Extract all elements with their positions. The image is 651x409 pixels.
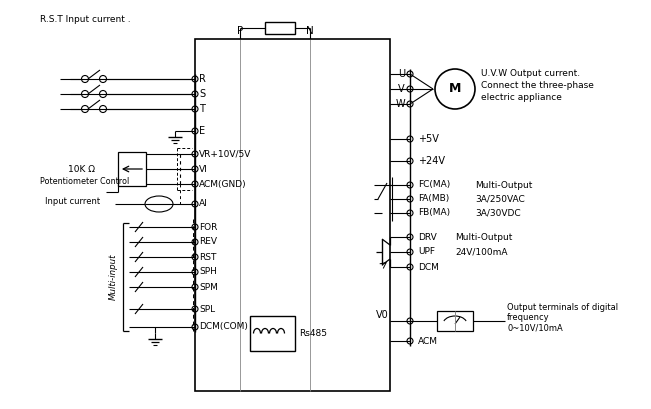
- Bar: [118, 152, 146, 186]
- Text: DCM: DCM: [418, 263, 439, 272]
- Text: +5V: +5V: [418, 134, 439, 144]
- Text: Multi-Output: Multi-Output: [455, 232, 512, 241]
- Text: 3A/250VAC: 3A/250VAC: [475, 195, 525, 204]
- Text: Connect the three-phase: Connect the three-phase: [481, 81, 594, 90]
- Text: W: W: [395, 99, 405, 109]
- Text: electric appliance: electric appliance: [481, 92, 562, 101]
- Text: FA(MB): FA(MB): [418, 195, 449, 204]
- Bar: [250, 316, 295, 351]
- Text: VI: VI: [199, 164, 208, 173]
- Text: DRV: DRV: [418, 232, 437, 241]
- Text: U.V.W Output current.: U.V.W Output current.: [481, 68, 580, 77]
- Text: AI: AI: [199, 200, 208, 209]
- Text: SPM: SPM: [199, 283, 218, 292]
- Text: DCM(COM): DCM(COM): [199, 323, 248, 332]
- Text: T: T: [199, 104, 205, 114]
- Text: V0: V0: [376, 310, 389, 320]
- Text: frequency: frequency: [507, 314, 549, 323]
- Text: 0~10V/10mA: 0~10V/10mA: [507, 324, 562, 333]
- Text: Potentiometer Control: Potentiometer Control: [40, 178, 130, 187]
- Text: SPH: SPH: [199, 267, 217, 276]
- Text: RST: RST: [199, 252, 216, 261]
- Text: V: V: [398, 84, 405, 94]
- Bar: [437, 311, 473, 331]
- Text: 10K Ω: 10K Ω: [68, 164, 95, 173]
- Text: SPL: SPL: [199, 304, 215, 314]
- Text: Input current: Input current: [45, 196, 100, 205]
- Text: REV: REV: [199, 238, 217, 247]
- Text: N: N: [306, 26, 314, 36]
- Text: R: R: [199, 74, 206, 84]
- Text: ACM(GND): ACM(GND): [199, 180, 247, 189]
- Text: UPF: UPF: [418, 247, 435, 256]
- Text: U: U: [398, 69, 405, 79]
- Text: E: E: [199, 126, 205, 136]
- Text: Multi-Output: Multi-Output: [475, 180, 533, 189]
- Text: S: S: [199, 89, 205, 99]
- Bar: [195, 39, 390, 391]
- Text: P: P: [237, 26, 243, 36]
- Text: ACM: ACM: [418, 337, 438, 346]
- Text: Multi-input: Multi-input: [109, 254, 117, 300]
- Text: FOR: FOR: [199, 222, 217, 231]
- Text: VR+10V/5V: VR+10V/5V: [199, 150, 251, 159]
- Bar: [265, 22, 295, 34]
- Text: FC(MA): FC(MA): [418, 180, 450, 189]
- Text: 24V/100mA: 24V/100mA: [455, 247, 508, 256]
- Text: 3A/30VDC: 3A/30VDC: [475, 209, 521, 218]
- Text: M: M: [449, 83, 461, 95]
- Text: R.S.T Input current .: R.S.T Input current .: [40, 14, 131, 23]
- Text: Rs485: Rs485: [299, 329, 327, 338]
- Text: Output terminals of digital: Output terminals of digital: [507, 303, 618, 312]
- Text: +24V: +24V: [418, 156, 445, 166]
- Text: FB(MA): FB(MA): [418, 209, 450, 218]
